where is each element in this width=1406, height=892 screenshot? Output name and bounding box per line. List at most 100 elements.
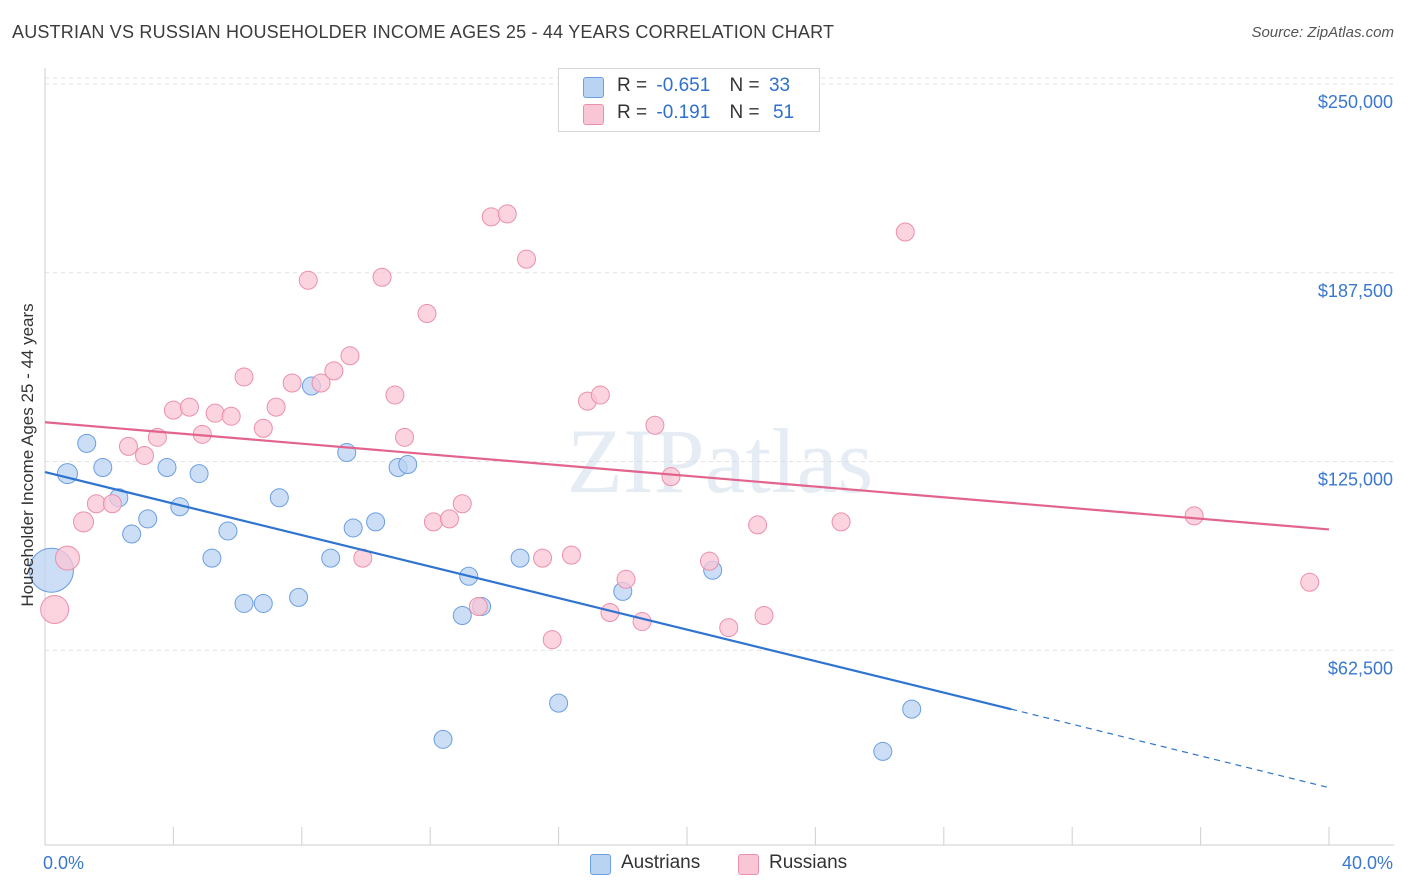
legend-swatch-austrians	[583, 77, 604, 98]
point-austrians	[321, 548, 341, 568]
point-russians	[324, 361, 344, 381]
point-austrians	[510, 548, 530, 568]
legend-text-russians: R = -0.191 N = 51	[617, 102, 794, 124]
point-russians	[163, 400, 183, 420]
series-swatch-austrians	[590, 854, 611, 875]
point-austrians	[93, 458, 113, 478]
point-russians	[54, 545, 80, 571]
point-austrians	[269, 488, 289, 508]
data-points	[28, 204, 1320, 761]
point-russians	[632, 612, 652, 632]
point-russians	[754, 606, 774, 626]
point-austrians	[56, 463, 78, 485]
y-tick-label: $62,500	[1328, 658, 1393, 678]
point-russians	[86, 494, 106, 514]
point-russians	[395, 427, 415, 447]
point-russians	[452, 494, 472, 514]
point-austrians	[138, 509, 158, 529]
point-russians	[340, 346, 360, 366]
point-austrians	[433, 729, 453, 749]
point-austrians	[902, 699, 922, 719]
point-russians	[542, 630, 562, 650]
trend-lines	[44, 421, 1330, 789]
point-austrians	[343, 518, 363, 538]
point-russians	[481, 207, 501, 227]
point-russians	[234, 367, 254, 387]
series-label-russians: Russians	[769, 852, 848, 873]
legend-n-label: N =	[729, 102, 760, 123]
legend-r-value-austrians: -0.651	[656, 75, 711, 96]
point-russians	[497, 204, 517, 224]
point-austrians	[549, 693, 569, 713]
x-tick-label-min: 0.0%	[43, 853, 84, 873]
legend-n-value-austrians: 33	[768, 75, 791, 96]
point-russians	[253, 418, 273, 438]
legend-r-label: R =	[617, 75, 648, 96]
trend-line-austrians	[44, 471, 1012, 711]
point-russians	[417, 304, 437, 324]
point-russians	[135, 445, 155, 465]
point-russians	[423, 512, 443, 532]
point-austrians	[452, 606, 472, 626]
point-austrians	[253, 593, 273, 613]
point-russians	[372, 267, 392, 287]
point-austrians	[218, 521, 238, 541]
watermark: ZIPatlas	[567, 410, 874, 512]
y-tick-label: $187,500	[1318, 281, 1393, 301]
point-russians	[1300, 572, 1320, 592]
point-russians	[533, 548, 553, 568]
point-russians	[298, 270, 318, 290]
point-russians	[616, 569, 636, 589]
point-austrians	[398, 455, 418, 475]
point-russians	[179, 397, 199, 417]
legend-n-value-russians: 51	[772, 102, 795, 123]
y-tick-label: $250,000	[1318, 92, 1393, 112]
point-austrians	[122, 524, 142, 544]
y-tick-label: $125,000	[1318, 470, 1393, 490]
point-austrians	[234, 593, 254, 613]
point-austrians	[189, 464, 209, 484]
legend-r-label: R =	[617, 102, 648, 123]
x-tick-label-max: 40.0%	[1342, 853, 1393, 873]
point-austrians	[366, 512, 386, 532]
point-russians	[719, 618, 739, 638]
point-russians	[40, 594, 70, 624]
source-label: Source: ZipAtlas.com	[1251, 24, 1394, 41]
series-label-austrians: Austrians	[621, 852, 701, 873]
trend-extension-austrians	[1011, 708, 1330, 789]
point-russians	[205, 403, 225, 423]
point-russians	[439, 509, 459, 529]
point-austrians	[289, 587, 309, 607]
point-russians	[282, 373, 302, 393]
point-austrians	[157, 458, 177, 478]
legend-text-austrians: R = -0.651 N = 33	[617, 75, 790, 97]
trend-line-russians	[44, 421, 1330, 531]
y-axis-label: Householder Income Ages 25 - 44 years	[18, 303, 37, 607]
point-russians	[699, 551, 719, 571]
point-russians	[645, 415, 665, 435]
point-russians	[311, 373, 331, 393]
legend-n-label: N =	[729, 75, 760, 96]
point-russians	[221, 406, 241, 426]
point-russians	[831, 512, 851, 532]
series-swatch-russians	[738, 854, 759, 875]
point-russians	[561, 545, 581, 565]
point-russians	[73, 511, 95, 533]
point-russians	[517, 249, 536, 269]
point-austrians	[873, 741, 893, 761]
point-russians	[895, 222, 915, 242]
point-russians	[385, 385, 405, 405]
tick-labels: $62,500 $125,000 $187,500 $250,000 0.0% 40.0%	[43, 92, 1393, 873]
legend-swatch-russians	[583, 104, 604, 125]
point-austrians	[77, 433, 97, 453]
point-russians	[118, 436, 138, 456]
point-austrians	[202, 548, 222, 568]
point-russians	[266, 397, 286, 417]
point-russians	[1184, 506, 1204, 526]
point-russians	[661, 467, 681, 487]
point-russians	[102, 494, 122, 514]
correlation-legend: R = -0.651 N = 33 R = -0.191 N = 51	[558, 68, 820, 132]
chart-title: AUSTRIAN VS RUSSIAN HOUSEHOLDER INCOME A…	[12, 22, 835, 42]
legend-r-value-russians: -0.191	[656, 102, 711, 123]
